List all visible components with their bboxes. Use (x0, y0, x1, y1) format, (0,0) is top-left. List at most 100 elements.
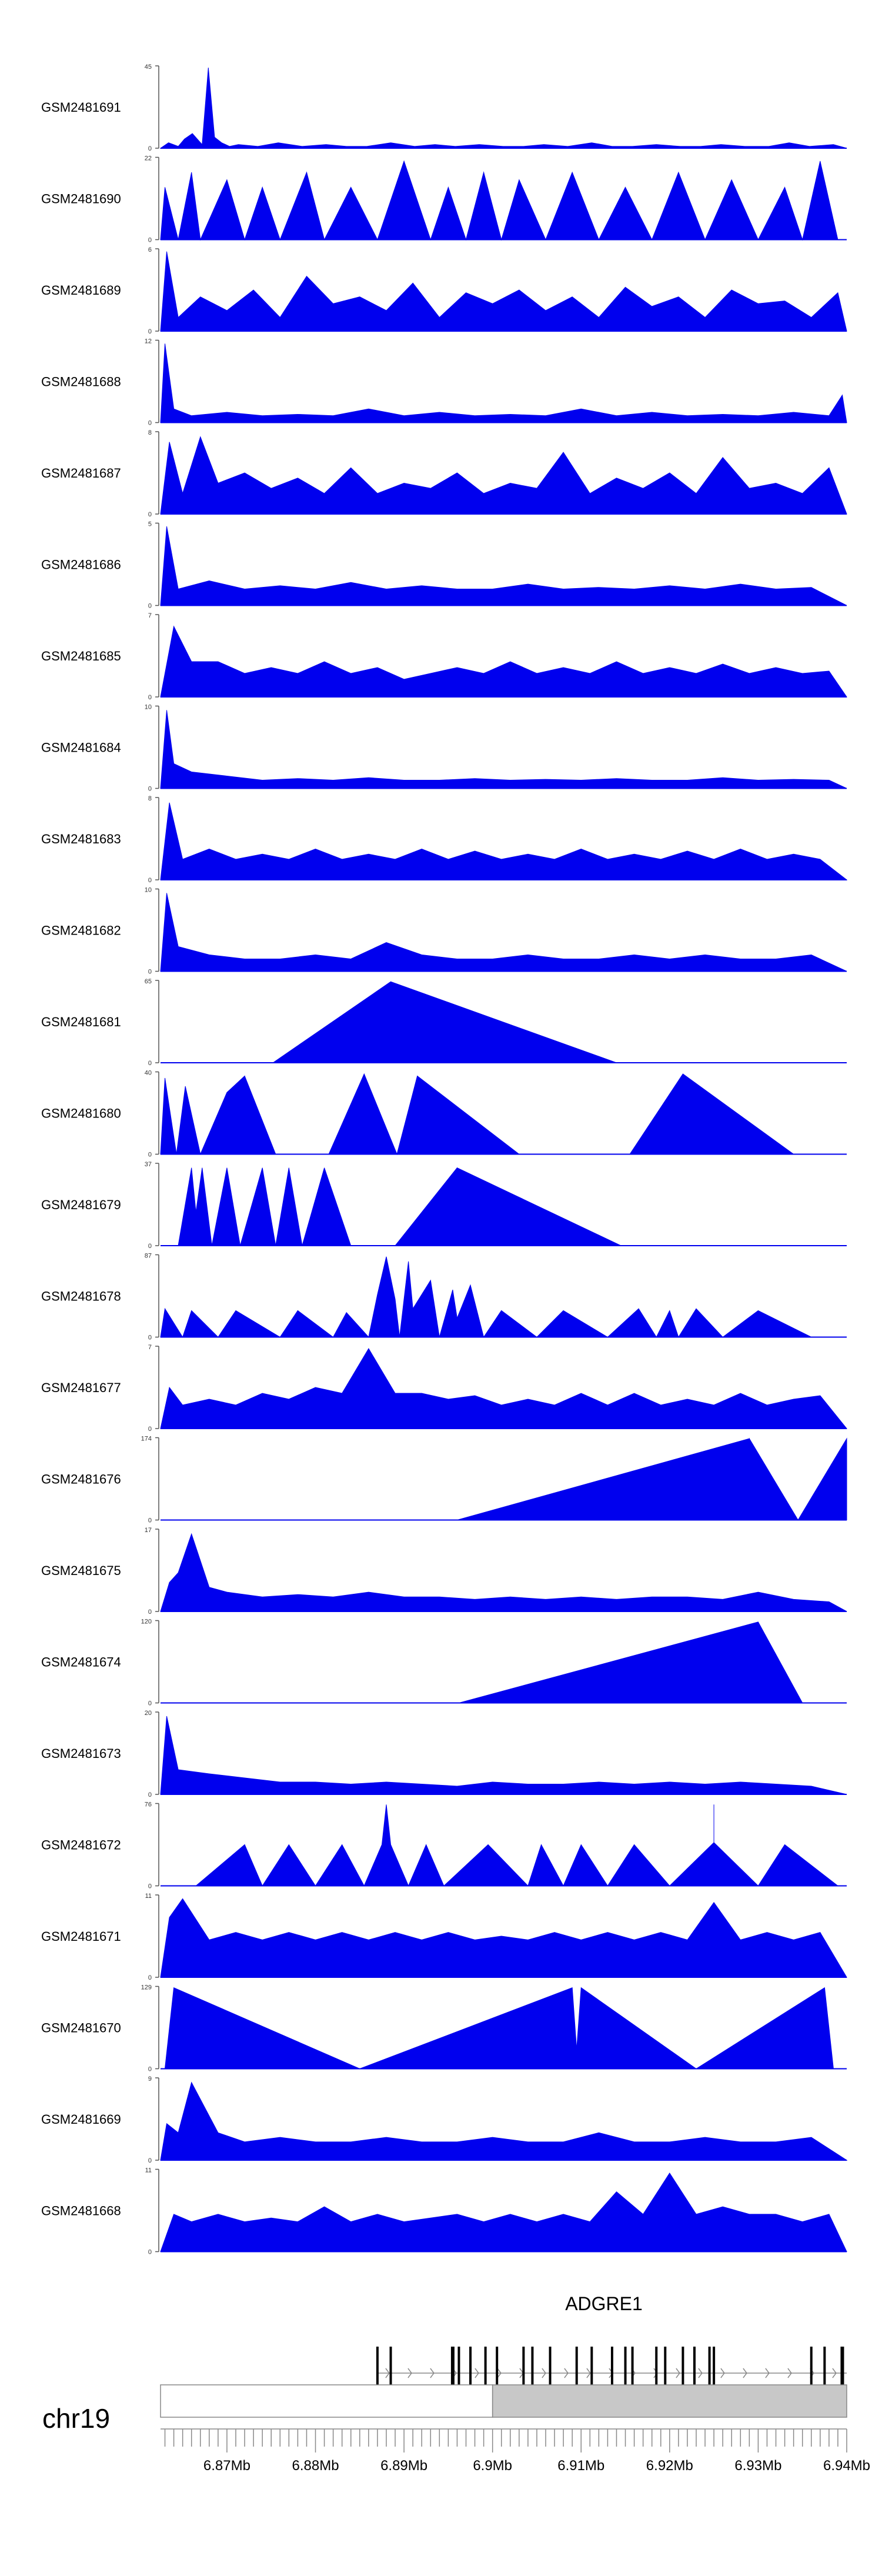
track-label: GSM2481681 (41, 1015, 121, 1029)
track-label: GSM2481674 (41, 1655, 121, 1670)
y-axis-min-label: 0 (148, 2066, 152, 2073)
y-axis-max-label: 174 (141, 1436, 152, 1443)
track-GSM2481686: GSM2481686 5 0 (41, 521, 847, 610)
y-axis-min-label: 0 (148, 1974, 152, 1981)
y-axis-max-label: 45 (145, 64, 152, 71)
coverage-area (160, 710, 847, 789)
coverage-area (160, 893, 847, 972)
y-axis-max-label: 10 (145, 704, 152, 711)
track-GSM2481677: GSM2481677 7 0 (41, 1344, 848, 1433)
track-GSM2481689: GSM2481689 6 0 (41, 246, 847, 335)
track-GSM2481688: GSM2481688 12 0 (41, 338, 847, 427)
y-axis-min-label: 0 (148, 877, 152, 884)
track-label: GSM2481690 (41, 192, 121, 206)
gene-exon (840, 2347, 844, 2400)
ideogram-band-shaded (492, 2384, 847, 2418)
genome-axis-tick-label: 6.93Mb (734, 2458, 781, 2474)
genome-axis-tick-label: 6.87Mb (203, 2458, 250, 2474)
coverage-area (159, 68, 847, 149)
coverage-area (160, 1533, 847, 1612)
strand-arrow (407, 2368, 412, 2378)
gene-exon (376, 2347, 379, 2400)
track-GSM2481684: GSM2481684 10 0 (41, 704, 847, 793)
strand-arrow (832, 2368, 837, 2378)
strand-arrow (430, 2368, 435, 2378)
track-GSM2481672: GSM2481672 76 0 (41, 1801, 847, 1890)
y-axis-max-label: 65 (145, 978, 152, 985)
y-axis-min-label: 0 (148, 969, 152, 976)
strand-arrow (743, 2368, 747, 2378)
y-axis-min-label: 0 (148, 786, 152, 793)
track-label: GSM2481679 (41, 1197, 121, 1212)
track-label: GSM2481675 (41, 1563, 121, 1578)
y-axis-max-label: 76 (145, 1801, 152, 1808)
genome-axis-tick-label: 6.91Mb (557, 2458, 604, 2474)
y-axis-min-label: 0 (148, 237, 152, 244)
gene-exon (655, 2347, 658, 2400)
track-label: GSM2481673 (41, 1746, 121, 1761)
genome-axis-tick-label: 6.9Mb (473, 2458, 512, 2474)
gene-exon (469, 2347, 472, 2400)
genome-axis-tick-label: 6.89Mb (380, 2458, 427, 2474)
track-label: GSM2481682 (41, 923, 121, 938)
track-GSM2481691: GSM2481691 45 0 (41, 64, 847, 152)
track-GSM2481670: GSM2481670 129 0 (41, 1984, 847, 2073)
track-GSM2481681: GSM2481681 65 0 (41, 978, 847, 1067)
coverage-area (272, 981, 617, 1063)
coverage-area (160, 251, 847, 332)
y-axis-min-label: 0 (148, 1883, 152, 1890)
y-axis-min-label: 0 (148, 420, 152, 427)
gene-exon (531, 2347, 534, 2400)
gene-exon (681, 2347, 684, 2400)
gene-exon (631, 2347, 634, 2400)
track-GSM2481674: GSM2481674 120 0 (41, 1619, 847, 1707)
y-axis-max-label: 8 (148, 795, 152, 802)
y-axis-max-label: 22 (145, 155, 152, 162)
y-axis-min-label: 0 (148, 2249, 152, 2256)
track-GSM2481679: GSM2481679 37 0 (41, 1161, 847, 1250)
track-label: GSM2481678 (41, 1289, 121, 1304)
y-axis-max-label: 40 (145, 1070, 152, 1077)
track-GSM2481690: GSM2481690 22 0 (41, 155, 847, 244)
track-GSM2481673: GSM2481673 20 0 (41, 1710, 847, 1798)
gene-exon (450, 2347, 455, 2400)
y-axis-max-label: 87 (145, 1253, 152, 1260)
track-GSM2481687: GSM2481687 8 0 (41, 429, 847, 518)
coverage-area (160, 436, 847, 515)
track-label: GSM2481668 (41, 2204, 121, 2218)
gene-exon (457, 2347, 460, 2400)
y-axis-max-label: 20 (145, 1710, 152, 1717)
track-label: GSM2481669 (41, 2112, 121, 2127)
y-axis-min-label: 0 (148, 1700, 152, 1707)
genome-axis-tick-label: 6.94Mb (823, 2458, 870, 2474)
track-label: GSM2481685 (41, 649, 121, 663)
genome-axis-tick-label: 6.92Mb (646, 2458, 693, 2474)
y-axis-min-label: 0 (148, 1060, 152, 1067)
coverage-area (195, 1804, 839, 1887)
y-axis-max-label: 6 (148, 246, 152, 253)
gene-exon (810, 2347, 813, 2400)
y-axis-min-label: 0 (148, 328, 152, 335)
y-axis-max-label: 7 (148, 612, 152, 619)
coverage-area (459, 1621, 803, 1703)
gene-exon (708, 2347, 711, 2400)
coverage-area (160, 1898, 847, 1978)
y-axis-min-label: 0 (148, 2157, 152, 2164)
track-label: GSM2481686 (41, 558, 121, 572)
y-axis-max-label: 9 (148, 2076, 152, 2083)
track-GSM2481669: GSM2481669 9 0 (41, 2076, 848, 2164)
gene-model: ADGRE1 (376, 2293, 847, 2400)
track-GSM2481683: GSM2481683 8 0 (41, 795, 848, 884)
coverage-area (457, 1437, 847, 1521)
track-label: GSM2481684 (41, 740, 121, 755)
y-axis-min-label: 0 (148, 1791, 152, 1798)
track-GSM2481675: GSM2481675 17 0 (41, 1527, 847, 1616)
y-axis-min-label: 0 (148, 1152, 152, 1159)
track-GSM2481676: GSM2481676 174 0 (41, 1436, 847, 1524)
y-axis-max-label: 37 (145, 1161, 152, 1168)
coverage-area (160, 2172, 847, 2252)
strand-arrow (765, 2368, 770, 2378)
y-axis-min-label: 0 (148, 1609, 152, 1616)
strand-arrow (787, 2368, 792, 2378)
